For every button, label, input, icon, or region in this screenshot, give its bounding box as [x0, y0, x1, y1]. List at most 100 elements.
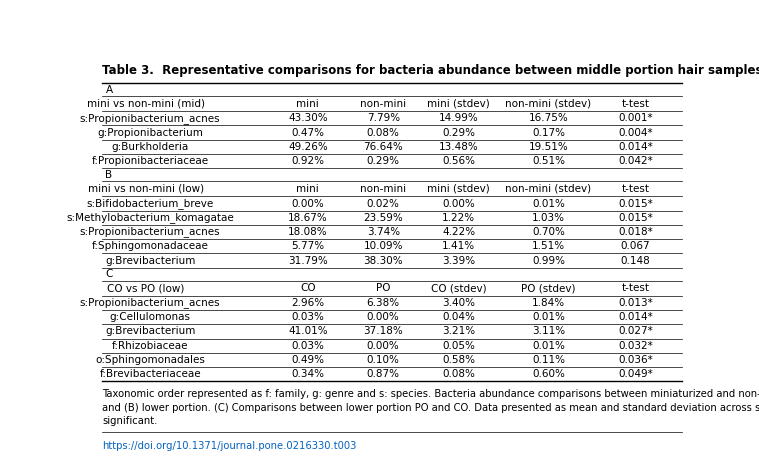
Text: 43.30%: 43.30% — [288, 113, 328, 123]
Text: CO vs PO (low): CO vs PO (low) — [107, 283, 184, 294]
Text: mini vs non-mini (low): mini vs non-mini (low) — [88, 184, 204, 194]
Text: 0.004*: 0.004* — [619, 128, 653, 138]
Text: 0.10%: 0.10% — [367, 355, 400, 365]
Text: 31.79%: 31.79% — [288, 256, 328, 266]
Text: 0.00%: 0.00% — [442, 199, 475, 208]
Text: s:Bifidobacterium_breve: s:Bifidobacterium_breve — [87, 198, 214, 209]
Text: t-test: t-test — [622, 99, 650, 109]
Text: 0.47%: 0.47% — [291, 128, 324, 138]
Text: 0.00%: 0.00% — [367, 341, 399, 351]
Text: 0.05%: 0.05% — [442, 341, 475, 351]
Text: 1.41%: 1.41% — [442, 241, 475, 251]
Text: 10.09%: 10.09% — [364, 241, 403, 251]
Text: f:Sphingomonadaceae: f:Sphingomonadaceae — [92, 241, 209, 251]
Text: 3.21%: 3.21% — [442, 326, 475, 337]
Text: 37.18%: 37.18% — [364, 326, 403, 337]
Text: mini vs non-mini (mid): mini vs non-mini (mid) — [87, 99, 205, 109]
Text: f:Rhizobiaceae: f:Rhizobiaceae — [112, 341, 188, 351]
Text: s:Propionibacterium_acnes: s:Propionibacterium_acnes — [80, 113, 220, 124]
Text: 0.014*: 0.014* — [618, 312, 653, 322]
Text: 0.08%: 0.08% — [367, 128, 400, 138]
Text: 38.30%: 38.30% — [364, 256, 403, 266]
Text: 0.067: 0.067 — [621, 241, 650, 251]
Text: 0.87%: 0.87% — [367, 369, 400, 379]
Text: 1.03%: 1.03% — [532, 213, 565, 223]
Text: 7.79%: 7.79% — [367, 113, 400, 123]
Text: s:Propionibacterium_acnes: s:Propionibacterium_acnes — [80, 226, 220, 238]
Text: 19.51%: 19.51% — [529, 142, 568, 152]
Text: 0.027*: 0.027* — [618, 326, 653, 337]
Text: 0.01%: 0.01% — [532, 341, 565, 351]
Text: 0.148: 0.148 — [621, 256, 650, 266]
Text: 76.64%: 76.64% — [364, 142, 403, 152]
Text: 2.96%: 2.96% — [291, 298, 324, 308]
Text: 14.99%: 14.99% — [439, 113, 478, 123]
Text: 0.70%: 0.70% — [532, 227, 565, 237]
Text: Taxonomic order represented as f: family, g: genre and s: species. Bacteria abun: Taxonomic order represented as f: family… — [102, 389, 759, 399]
Text: 0.049*: 0.049* — [618, 369, 653, 379]
Text: 0.015*: 0.015* — [618, 213, 653, 223]
Text: non-mini (stdev): non-mini (stdev) — [505, 99, 591, 109]
Text: C: C — [106, 269, 113, 279]
Text: 41.01%: 41.01% — [288, 326, 328, 337]
Text: 3.74%: 3.74% — [367, 227, 400, 237]
Text: 0.58%: 0.58% — [442, 355, 475, 365]
Text: CO (stdev): CO (stdev) — [431, 283, 487, 294]
Text: 0.56%: 0.56% — [442, 156, 475, 166]
Text: 0.00%: 0.00% — [291, 199, 324, 208]
Text: g:Propionibacterium: g:Propionibacterium — [97, 128, 203, 138]
Text: 0.29%: 0.29% — [367, 156, 400, 166]
Text: significant.: significant. — [102, 416, 157, 426]
Text: CO: CO — [300, 283, 316, 294]
Text: 13.48%: 13.48% — [439, 142, 478, 152]
Text: 0.34%: 0.34% — [291, 369, 324, 379]
Text: 0.00%: 0.00% — [367, 312, 399, 322]
Text: non-mini (stdev): non-mini (stdev) — [505, 184, 591, 194]
Text: 3.40%: 3.40% — [442, 298, 475, 308]
Text: mini (stdev): mini (stdev) — [427, 184, 490, 194]
Text: 23.59%: 23.59% — [364, 213, 403, 223]
Text: t-test: t-test — [622, 184, 650, 194]
Text: 3.11%: 3.11% — [532, 326, 565, 337]
Text: 0.51%: 0.51% — [532, 156, 565, 166]
Text: https://doi.org/10.1371/journal.pone.0216330.t003: https://doi.org/10.1371/journal.pone.021… — [102, 441, 356, 451]
Text: f:Propionibacteriaceae: f:Propionibacteriaceae — [92, 156, 209, 166]
Text: g:Cellulomonas: g:Cellulomonas — [109, 312, 191, 322]
Text: 0.03%: 0.03% — [291, 312, 324, 322]
Text: 0.036*: 0.036* — [618, 355, 653, 365]
Text: 0.60%: 0.60% — [532, 369, 565, 379]
Text: A: A — [106, 85, 112, 94]
Text: s:Propionibacterium_acnes: s:Propionibacterium_acnes — [80, 298, 220, 308]
Text: mini (stdev): mini (stdev) — [427, 99, 490, 109]
Text: 1.22%: 1.22% — [442, 213, 475, 223]
Text: 0.92%: 0.92% — [291, 156, 324, 166]
Text: 0.018*: 0.018* — [618, 227, 653, 237]
Text: s:Methylobacterium_komagatae: s:Methylobacterium_komagatae — [66, 213, 234, 223]
Text: 0.01%: 0.01% — [532, 199, 565, 208]
Text: 3.39%: 3.39% — [442, 256, 475, 266]
Text: 0.11%: 0.11% — [532, 355, 565, 365]
Text: 16.75%: 16.75% — [529, 113, 568, 123]
Text: and (B) lower portion. (C) Comparisons between lower portion PO and CO. Data pre: and (B) lower portion. (C) Comparisons b… — [102, 403, 759, 413]
Text: 0.04%: 0.04% — [442, 312, 475, 322]
Text: 0.49%: 0.49% — [291, 355, 324, 365]
Text: 0.29%: 0.29% — [442, 128, 475, 138]
Text: t-test: t-test — [622, 283, 650, 294]
Text: 18.67%: 18.67% — [288, 213, 328, 223]
Text: 5.77%: 5.77% — [291, 241, 324, 251]
Text: 0.01%: 0.01% — [532, 312, 565, 322]
Text: 0.03%: 0.03% — [291, 341, 324, 351]
Text: g:Burkholderia: g:Burkholderia — [112, 142, 189, 152]
Text: g:Brevibacterium: g:Brevibacterium — [105, 256, 195, 266]
Text: mini: mini — [297, 184, 320, 194]
Text: non-mini: non-mini — [361, 99, 406, 109]
Text: 6.38%: 6.38% — [367, 298, 400, 308]
Text: 0.02%: 0.02% — [367, 199, 400, 208]
Text: 0.08%: 0.08% — [442, 369, 475, 379]
Text: B: B — [106, 170, 112, 180]
Text: 0.013*: 0.013* — [618, 298, 653, 308]
Text: 1.84%: 1.84% — [532, 298, 565, 308]
Text: 0.99%: 0.99% — [532, 256, 565, 266]
Text: 49.26%: 49.26% — [288, 142, 328, 152]
Text: non-mini: non-mini — [361, 184, 406, 194]
